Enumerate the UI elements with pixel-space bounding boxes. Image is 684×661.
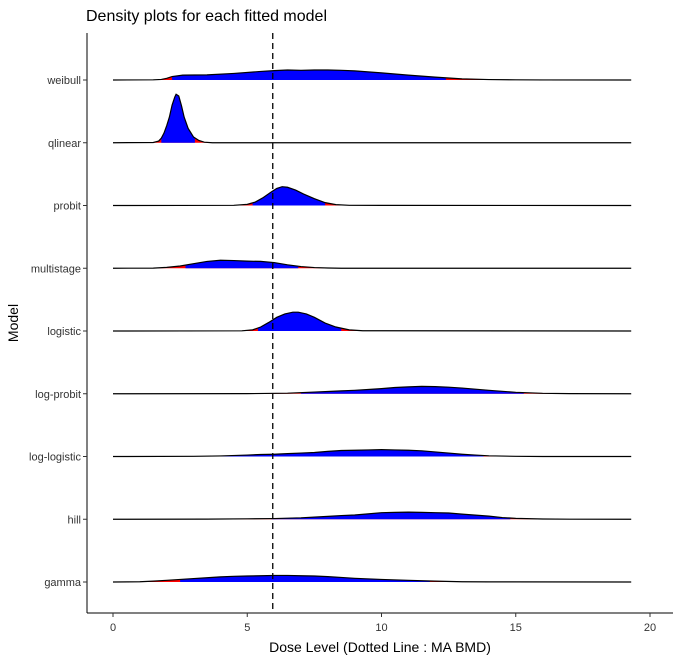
ridge-log-logistic [112,449,632,458]
ridge-log-probit [112,385,632,395]
ridge-weibull [112,69,632,81]
x-ticks-layer: 0 5 10 15 20 [110,613,656,634]
y-tick-label-gamma: gamma [44,577,82,589]
density-outline-multistage [112,259,632,269]
x-tick-label-5: 5 [244,622,250,634]
x-axis-title: Dose Level (Dotted Line : MA BMD) [269,639,491,655]
interval-area-weibull [172,70,446,80]
density-outline-log-probit [112,385,632,395]
y-ticks-layer: weibull qlinear probit multistage logistic lo… [29,75,87,589]
y-tick-label-log-logistic: log-logistic [29,452,81,464]
ridge-qlinear [112,93,632,144]
tail-area-probit [113,186,632,206]
ridges-layer [112,69,632,583]
x-tick-label-10: 10 [375,622,387,634]
ridge-hill [112,511,632,520]
interval-area-gamma [180,575,430,582]
x-tick-label-15: 15 [510,622,522,634]
tail-area-logistic [113,312,632,331]
density-outline-qlinear [112,93,632,144]
density-outline-logistic [112,311,632,332]
y-tick-label-multistage: multistage [31,263,81,275]
interval-area-hill [271,512,511,520]
chart-title: Density plots for each fitted model [86,8,327,25]
density-outline-probit [112,186,632,207]
ridge-logistic [112,311,632,332]
ridge-multistage [112,259,632,269]
ridge-gamma [112,574,632,583]
density-outline-log-logistic [112,449,632,458]
y-tick-label-qlinear: qlinear [48,138,81,150]
y-tick-label-hill: hill [68,514,81,526]
density-outline-hill [112,511,632,520]
y-tick-label-probit: probit [53,201,81,213]
interval-area-qlinear [161,94,195,143]
ridge-probit [112,186,632,207]
interval-area-log-logistic [220,449,484,457]
y-axis-title: Model [5,304,21,342]
density-outline-weibull [112,69,632,81]
x-tick-label-0: 0 [110,622,116,634]
y-tick-label-weibull: weibull [46,75,81,87]
x-tick-label-20: 20 [644,622,656,634]
y-tick-label-log-probit: log-probit [35,389,81,401]
density-outline-gamma [112,574,632,583]
interval-area-probit [252,186,326,206]
interval-area-log-probit [300,386,524,394]
y-tick-label-logistic: logistic [47,326,81,338]
